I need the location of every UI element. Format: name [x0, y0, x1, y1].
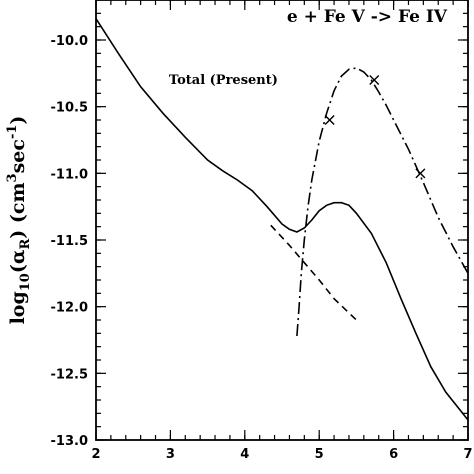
chart-title: e + Fe V -> Fe IV — [287, 7, 448, 27]
y-axis-label: log10(αR) (cm3sec-1) — [5, 116, 33, 325]
ylabel-close: ) — [7, 116, 29, 125]
ylabel-sec: sec — [7, 139, 29, 173]
x-tick-label: 4 — [240, 447, 249, 462]
y-tick-label: -12.0 — [51, 301, 88, 316]
annotation-total-present: Total (Present) — [169, 73, 278, 88]
x-tick-label: 2 — [91, 447, 100, 462]
tick-labels: 2 3 4 5 6 7 -13.0 -12.5 -12.0 -11.5 -11.0 -10.5 -10.… — [51, 34, 473, 462]
x-tick-label: 7 — [463, 447, 472, 462]
ylabel-alpha: (α — [7, 249, 29, 273]
x-tick-label: 5 — [315, 447, 324, 462]
y-tick-label: -11.0 — [51, 167, 88, 182]
data-series — [95, 18, 469, 421]
ylabel-log: log — [7, 291, 29, 324]
data-markers — [324, 75, 426, 179]
cross-marker — [324, 115, 335, 125]
y-tick-label: -10.5 — [51, 101, 88, 116]
y-tick-label: -12.5 — [51, 367, 88, 382]
plot-frame — [95, 0, 469, 441]
y-tick-label: -10.0 — [51, 34, 88, 49]
series-solid-curve — [95, 18, 469, 421]
x-tick-label: 6 — [389, 447, 398, 462]
cross-marker — [415, 168, 426, 179]
x-tick-label: 3 — [166, 447, 175, 462]
ylabel-sub-r: R — [18, 239, 33, 250]
series-dashed-curve — [270, 224, 357, 321]
cross-marker — [369, 75, 380, 85]
ylabel-sub-10: 10 — [18, 273, 33, 291]
ylabel-cm: ) (cm — [7, 182, 29, 238]
y-tick-label: -13.0 — [51, 434, 88, 449]
y-tick-label: -11.5 — [51, 234, 88, 249]
ylabel-sup-minus1: -1 — [5, 125, 20, 139]
ylabel-sup-3: 3 — [5, 173, 20, 182]
series-dash-dot-curve — [296, 67, 469, 337]
